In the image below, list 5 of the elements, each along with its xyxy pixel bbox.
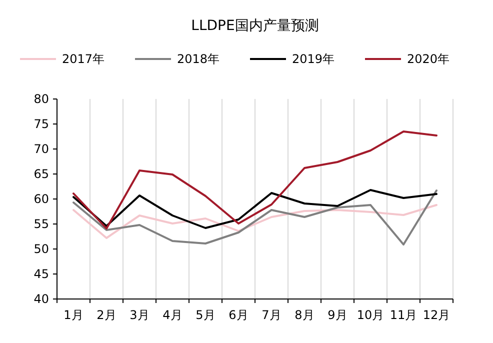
legend-label: 2020年 xyxy=(407,52,450,66)
title: LLDPE国内产量预测 xyxy=(191,18,319,34)
legend-label: 2017年 xyxy=(62,52,105,66)
legend-label: 2018年 xyxy=(177,52,220,66)
legend-label: 2019年 xyxy=(292,52,335,66)
